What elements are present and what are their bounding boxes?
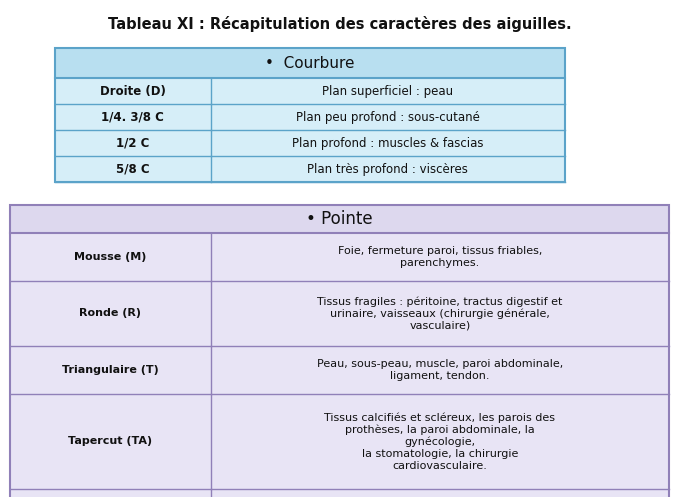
- Bar: [55, 78, 565, 104]
- Text: Plan profond : muscles & fascias: Plan profond : muscles & fascias: [292, 137, 483, 150]
- Text: Tableau XI : Récapitulation des caractères des aiguilles.: Tableau XI : Récapitulation des caractèr…: [108, 16, 571, 32]
- Text: Plan superficiel : peau: Plan superficiel : peau: [323, 84, 454, 97]
- Text: Tissus calcifiés et scléreux, les parois des
prothèses, la paroi abdominale, la
: Tissus calcifiés et scléreux, les parois…: [325, 413, 555, 471]
- Text: Triangulaire (T): Triangulaire (T): [62, 365, 159, 375]
- Text: Mousse (M): Mousse (M): [74, 252, 147, 262]
- Bar: [55, 130, 565, 156]
- Bar: [55, 104, 565, 130]
- Bar: [55, 48, 565, 78]
- Text: • Pointe: • Pointe: [306, 210, 373, 228]
- Text: 5/8 C: 5/8 C: [116, 163, 149, 175]
- Text: Tissus fragiles : péritoine, tractus digestif et
urinaire, vaisseaux (chirurgie : Tissus fragiles : péritoine, tractus dig…: [317, 296, 563, 331]
- Bar: [55, 48, 565, 182]
- Text: Plan peu profond : sous-cutané: Plan peu profond : sous-cutané: [296, 110, 479, 123]
- Bar: [55, 156, 565, 182]
- Bar: [10, 233, 669, 281]
- Text: Peau, sous-peau, muscle, paroi abdominale,
ligament, tendon.: Peau, sous-peau, muscle, paroi abdominal…: [317, 359, 563, 381]
- Text: 1/4. 3/8 C: 1/4. 3/8 C: [101, 110, 164, 123]
- Text: Tapercut (TA): Tapercut (TA): [69, 436, 153, 446]
- Bar: [10, 281, 669, 346]
- Text: Plan très profond : viscères: Plan très profond : viscères: [308, 163, 469, 175]
- Bar: [10, 205, 669, 233]
- Bar: [10, 205, 669, 497]
- Text: •  Courbure: • Courbure: [265, 56, 354, 71]
- Bar: [10, 394, 669, 489]
- Bar: [10, 346, 669, 394]
- Text: 1/2 C: 1/2 C: [116, 137, 149, 150]
- Text: Foie, fermeture paroi, tissus friables,
parenchymes.: Foie, fermeture paroi, tissus friables, …: [338, 246, 543, 268]
- Text: Droite (D): Droite (D): [100, 84, 166, 97]
- Bar: [10, 489, 669, 497]
- Text: Ronde (R): Ronde (R): [79, 309, 141, 319]
